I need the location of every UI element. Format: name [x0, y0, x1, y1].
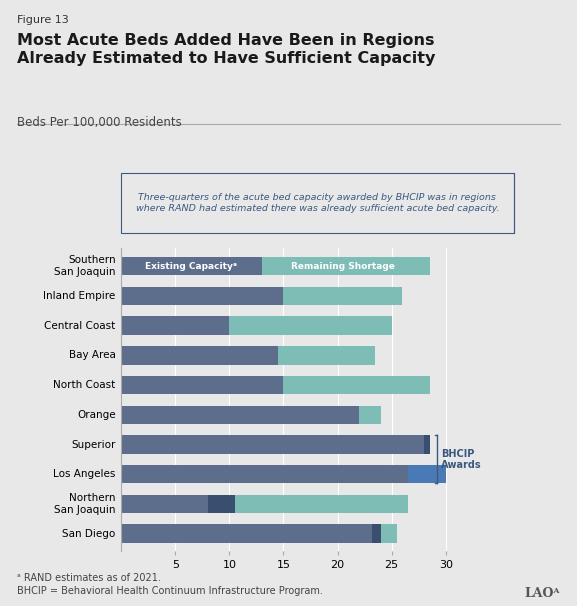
Text: Most Acute Beds Added Have Been in Regions
Already Estimated to Have Sufficient : Most Acute Beds Added Have Been in Regio… — [17, 33, 436, 66]
Bar — [121, 257, 262, 276]
Text: Figure 13: Figure 13 — [17, 15, 69, 25]
Text: LAOᴬ: LAOᴬ — [524, 587, 560, 600]
Bar — [372, 524, 381, 543]
Bar — [229, 316, 392, 335]
Bar — [283, 376, 429, 395]
Bar — [359, 405, 381, 424]
Bar — [121, 316, 229, 335]
Bar — [121, 346, 278, 365]
FancyBboxPatch shape — [121, 173, 514, 233]
Bar — [262, 257, 429, 276]
Bar — [424, 435, 429, 454]
Text: BHCIP = Behavioral Health Continuum Infrastructure Program.: BHCIP = Behavioral Health Continuum Infr… — [17, 586, 323, 596]
Bar — [121, 287, 283, 305]
Bar — [278, 346, 376, 365]
Text: Remaining Shortage: Remaining Shortage — [291, 262, 395, 271]
Text: Beds Per 100,000 Residents: Beds Per 100,000 Residents — [17, 116, 182, 129]
Bar — [121, 465, 408, 484]
Text: Existing Capacityᵃ: Existing Capacityᵃ — [145, 262, 238, 271]
Bar — [121, 435, 429, 454]
Bar — [283, 287, 402, 305]
Bar — [121, 494, 208, 513]
Text: ᵃ RAND estimates as of 2021.: ᵃ RAND estimates as of 2021. — [17, 573, 161, 583]
Bar — [121, 405, 359, 424]
Bar — [121, 376, 283, 395]
Bar — [408, 465, 445, 484]
Bar — [381, 524, 397, 543]
Bar — [208, 494, 408, 513]
Bar — [121, 524, 381, 543]
Text: Three-quarters of the acute bed capacity awarded by BHCIP was in regions
where R: Three-quarters of the acute bed capacity… — [136, 193, 499, 213]
Bar — [208, 494, 235, 513]
Text: BHCIP
Awards: BHCIP Awards — [441, 448, 482, 470]
